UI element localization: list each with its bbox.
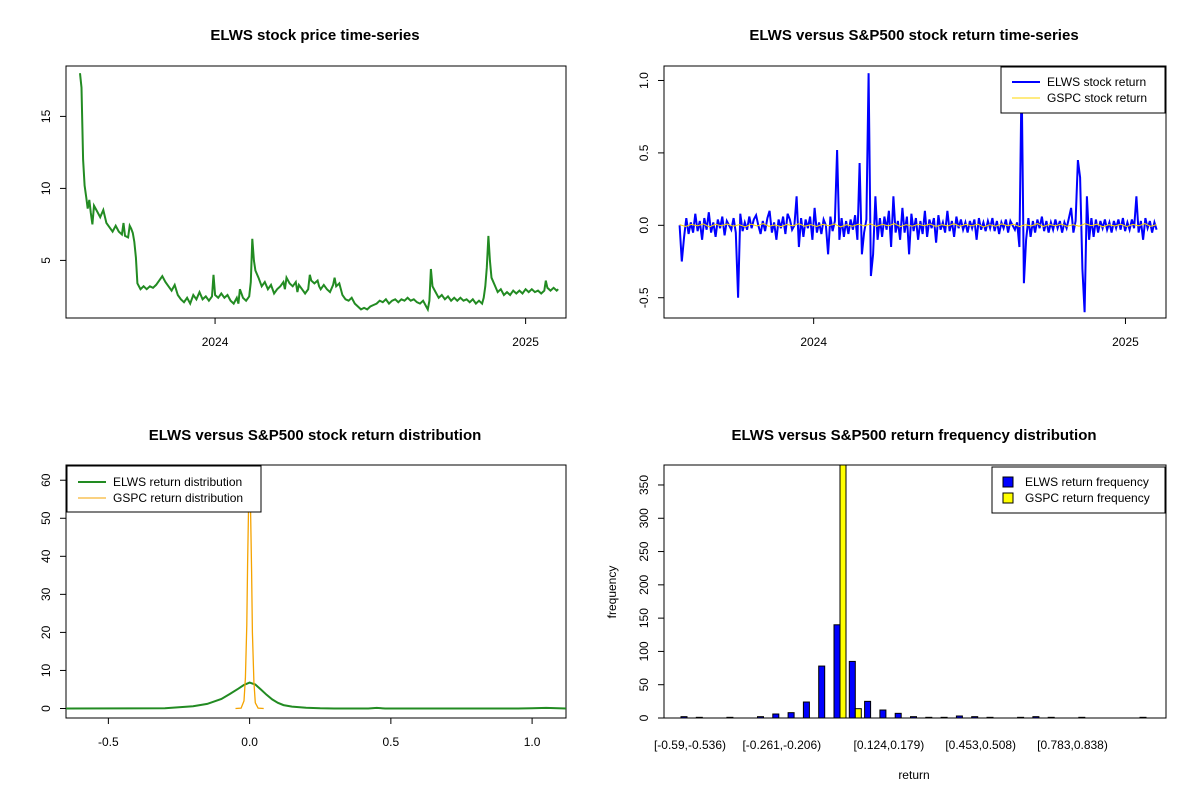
y-tick-label: 10 (39, 181, 53, 195)
legend-label-gspc: GSPC stock return (1047, 91, 1147, 105)
elws-frequency-bar (1078, 716, 1086, 719)
gspc-frequency-bar (854, 708, 862, 719)
y-tick-label: 100 (637, 641, 651, 661)
y-tick-label: 50 (39, 511, 53, 525)
y-tick-label: 60 (39, 473, 53, 487)
legend-swatch-elws (1002, 476, 1014, 488)
y-tick-label: 150 (637, 608, 651, 628)
elws-frequency-bar (726, 716, 734, 719)
elws-frequency-bar (848, 660, 856, 719)
chart-title: ELWS versus S&P500 stock return time-ser… (749, 27, 1078, 44)
x-tick-label: 2024 (800, 335, 827, 349)
elws-frequency-bar (757, 716, 764, 719)
elws-frequency-bar (925, 716, 933, 719)
price-chart: ELWS stock price time-series 5 10 15 2024 20… (39, 27, 567, 349)
x-axis-label: return (898, 768, 929, 782)
chart-title: ELWS versus S&P500 stock return distribu… (149, 427, 482, 444)
elws-frequency-bar (695, 716, 703, 719)
elws-frequency-bar (802, 701, 810, 719)
elws-frequency-bar (864, 700, 872, 719)
legend-label-elws: ELWS return frequency (1025, 475, 1149, 489)
x-tick-label: 1.0 (524, 735, 541, 749)
elws-return-line (678, 73, 1158, 313)
elws-frequency-bar (894, 712, 902, 719)
x-tick-label: [0.453,0.508) (945, 738, 1016, 752)
x-tick-label: [-0.59,-0.536) (654, 738, 726, 752)
y-tick-label: 40 (39, 549, 53, 563)
y-tick-label: 250 (637, 541, 651, 561)
return-timeseries-chart: ELWS versus S&P500 stock return time-ser… (637, 27, 1167, 349)
legend-box (991, 466, 1166, 514)
x-tick-label: [-0.261,-0.206) (742, 738, 821, 752)
legend-label-gspc: GSPC return distribution (113, 491, 243, 505)
legend-box (66, 465, 262, 513)
y-tick-label: 300 (637, 508, 651, 528)
y-tick-label: 50 (637, 678, 651, 692)
elws-frequency-bar (1139, 716, 1147, 719)
legend: ELWS stock return GSPC stock return (1000, 66, 1166, 114)
plot-area (65, 464, 567, 719)
y-tick-label: 5 (39, 257, 53, 264)
y-tick-label: 0 (637, 714, 651, 721)
y-tick-label: 15 (39, 109, 53, 123)
legend-box (1000, 66, 1166, 114)
y-tick-label: -0.5 (637, 287, 651, 308)
legend-label-gspc: GSPC return frequency (1025, 491, 1150, 505)
y-tick-label: 350 (637, 475, 651, 495)
y-axis-label: frequency (605, 566, 619, 619)
legend-swatch-gspc (1002, 492, 1014, 504)
y-tick-label: 1.0 (637, 72, 651, 89)
elws-frequency-bar (986, 716, 994, 719)
x-tick-label: -0.5 (98, 735, 119, 749)
x-tick-label: 0.0 (241, 735, 258, 749)
y-tick-label: 10 (39, 663, 53, 677)
elws-frequency-bar (787, 712, 795, 719)
elws-density-line (65, 681, 567, 710)
elws-frequency-bar (680, 716, 688, 719)
y-tick-label: 20 (39, 625, 53, 639)
x-tick-label: 2025 (512, 335, 539, 349)
elws-frequency-bar (772, 713, 780, 719)
elws-frequency-bar (955, 715, 963, 719)
plot-area (65, 65, 567, 319)
legend-label-elws: ELWS stock return (1047, 75, 1146, 89)
x-tick-label: 2024 (202, 335, 229, 349)
gspc-density-line (235, 480, 264, 710)
return-distribution-chart: ELWS versus S&P500 stock return distribu… (39, 427, 567, 749)
x-tick-label: [0.783,0.838) (1037, 738, 1108, 752)
chart-title: ELWS versus S&P500 return frequency dist… (731, 427, 1096, 444)
x-tick-label: 0.5 (383, 735, 400, 749)
elws-frequency-bar (833, 624, 841, 719)
x-tick-label: 2025 (1112, 335, 1139, 349)
elws-frequency-bar (910, 716, 917, 719)
elws-frequency-bar (971, 716, 979, 719)
chart-title: ELWS stock price time-series (210, 27, 419, 44)
gspc-return-line (679, 223, 1157, 228)
y-tick-label: 0.5 (637, 144, 651, 161)
y-tick-label: 0 (39, 705, 53, 712)
elws-frequency-bar (1017, 716, 1025, 719)
plot-area (663, 65, 1167, 319)
elws-frequency-bar (1047, 716, 1055, 719)
elws-frequency-bar (1032, 716, 1040, 719)
gspc-frequency-bar (839, 464, 847, 719)
return-frequency-chart: ELWS versus S&P500 return frequency dist… (605, 427, 1167, 782)
price-series-line (79, 73, 559, 313)
x-tick-label: [0.124,0.179) (854, 738, 925, 752)
y-tick-label: 0.0 (637, 217, 651, 234)
legend: ELWS return frequency GSPC return freque… (991, 466, 1166, 514)
y-tick-label: 30 (39, 587, 53, 601)
legend-label-elws: ELWS return distribution (113, 475, 242, 489)
elws-frequency-bar (818, 665, 826, 719)
elws-frequency-bar (879, 709, 887, 719)
elws-frequency-bar (940, 716, 948, 719)
y-tick-label: 200 (637, 575, 651, 595)
legend: ELWS return distribution GSPC return dis… (66, 465, 262, 513)
